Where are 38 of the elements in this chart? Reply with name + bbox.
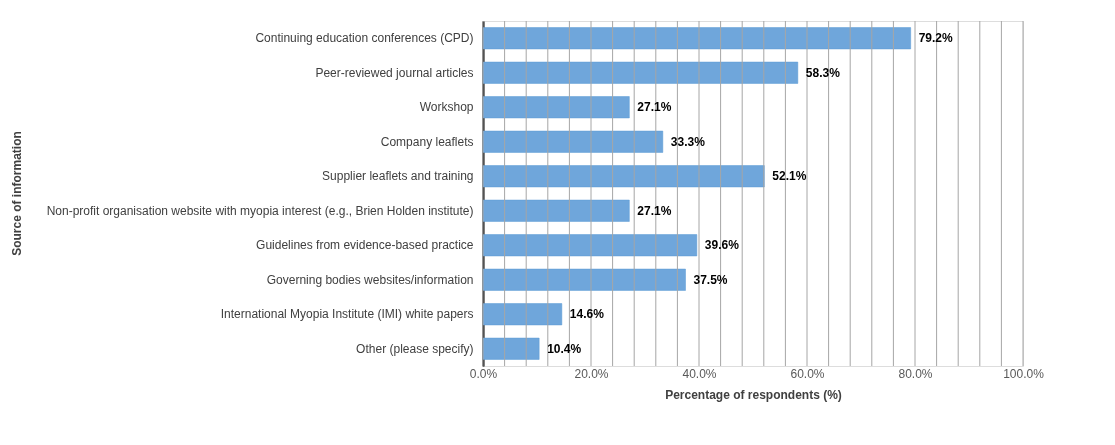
y-tick-label: International Myopia Institute (IMI) white papers — [220, 307, 474, 322]
x-tick-label: 40.0% — [682, 366, 717, 381]
y-tick-label: Other (please specify) — [356, 341, 474, 356]
bar — [482, 130, 664, 153]
y-tick-label: Governing bodies websites/information — [266, 272, 474, 287]
data-label: 10.4% — [547, 341, 582, 356]
data-label: 27.1% — [637, 203, 672, 218]
data-label: 79.2% — [918, 31, 954, 46]
bar — [482, 199, 630, 222]
y-tick-label: Supplier leaflets and training — [322, 169, 474, 184]
y-tick-label: Workshop — [419, 100, 474, 115]
data-label: 39.6% — [704, 238, 740, 253]
x-tick-label: 80.0% — [898, 366, 933, 381]
data-label: 33.3% — [670, 134, 706, 149]
bar — [482, 337, 540, 360]
y-tick-label: Non-profit organisation website with myopia interest (e.g., Brien Holden institute) — [46, 203, 474, 218]
y-tick-label: Continuing education conferences (CPD) — [255, 31, 474, 46]
data-label: 27.1% — [637, 100, 672, 115]
bar — [482, 268, 686, 291]
data-label: 14.6% — [569, 307, 605, 322]
data-label: 37.5% — [693, 272, 728, 287]
x-tick-label: 60.0% — [790, 366, 825, 381]
data-label: 52.1% — [772, 169, 807, 184]
bar — [482, 234, 698, 257]
x-tick-label: 20.0% — [574, 366, 609, 381]
y-axis-title: Source of information — [9, 131, 24, 256]
x-tick-label: 100.0% — [1003, 366, 1045, 381]
bar — [482, 303, 563, 326]
data-label: 58.3% — [805, 65, 841, 80]
bar — [482, 165, 765, 188]
x-axis-title: Percentage of respondents (%) — [665, 387, 842, 402]
bar — [482, 61, 799, 84]
y-tick-label: Guidelines from evidence-based practice — [256, 238, 474, 253]
y-tick-label: Company leaflets — [380, 134, 474, 149]
y-tick-label: Peer-reviewed journal articles — [315, 65, 474, 80]
bar — [482, 27, 911, 50]
bar — [482, 96, 630, 119]
x-tick-label: 0.0% — [469, 366, 498, 381]
